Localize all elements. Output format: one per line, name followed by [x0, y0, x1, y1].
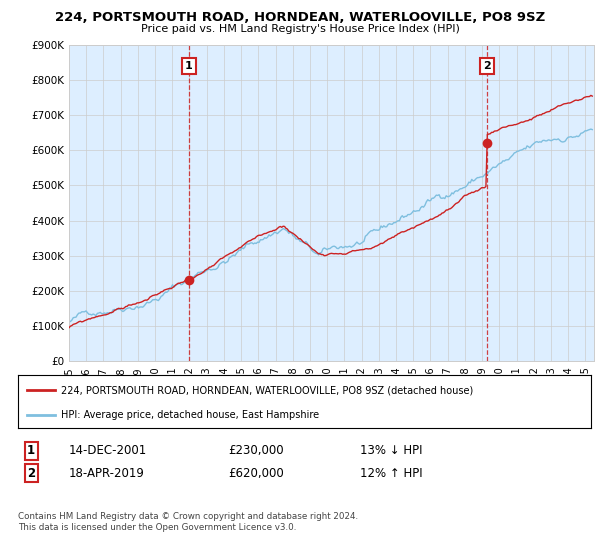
Text: 224, PORTSMOUTH ROAD, HORNDEAN, WATERLOOVILLE, PO8 9SZ: 224, PORTSMOUTH ROAD, HORNDEAN, WATERLOO…	[55, 11, 545, 24]
Text: 13% ↓ HPI: 13% ↓ HPI	[360, 444, 422, 458]
Text: 14-DEC-2001: 14-DEC-2001	[69, 444, 147, 458]
Text: Contains HM Land Registry data © Crown copyright and database right 2024.
This d: Contains HM Land Registry data © Crown c…	[18, 512, 358, 532]
Text: 18-APR-2019: 18-APR-2019	[69, 466, 145, 480]
Text: £230,000: £230,000	[228, 444, 284, 458]
Text: Price paid vs. HM Land Registry's House Price Index (HPI): Price paid vs. HM Land Registry's House …	[140, 24, 460, 34]
Text: 2: 2	[27, 466, 35, 480]
Text: 2: 2	[483, 61, 491, 71]
Text: 12% ↑ HPI: 12% ↑ HPI	[360, 466, 422, 480]
Text: £620,000: £620,000	[228, 466, 284, 480]
Text: 1: 1	[27, 444, 35, 458]
Text: 224, PORTSMOUTH ROAD, HORNDEAN, WATERLOOVILLE, PO8 9SZ (detached house): 224, PORTSMOUTH ROAD, HORNDEAN, WATERLOO…	[61, 385, 473, 395]
Text: HPI: Average price, detached house, East Hampshire: HPI: Average price, detached house, East…	[61, 410, 319, 420]
Text: 1: 1	[185, 61, 193, 71]
